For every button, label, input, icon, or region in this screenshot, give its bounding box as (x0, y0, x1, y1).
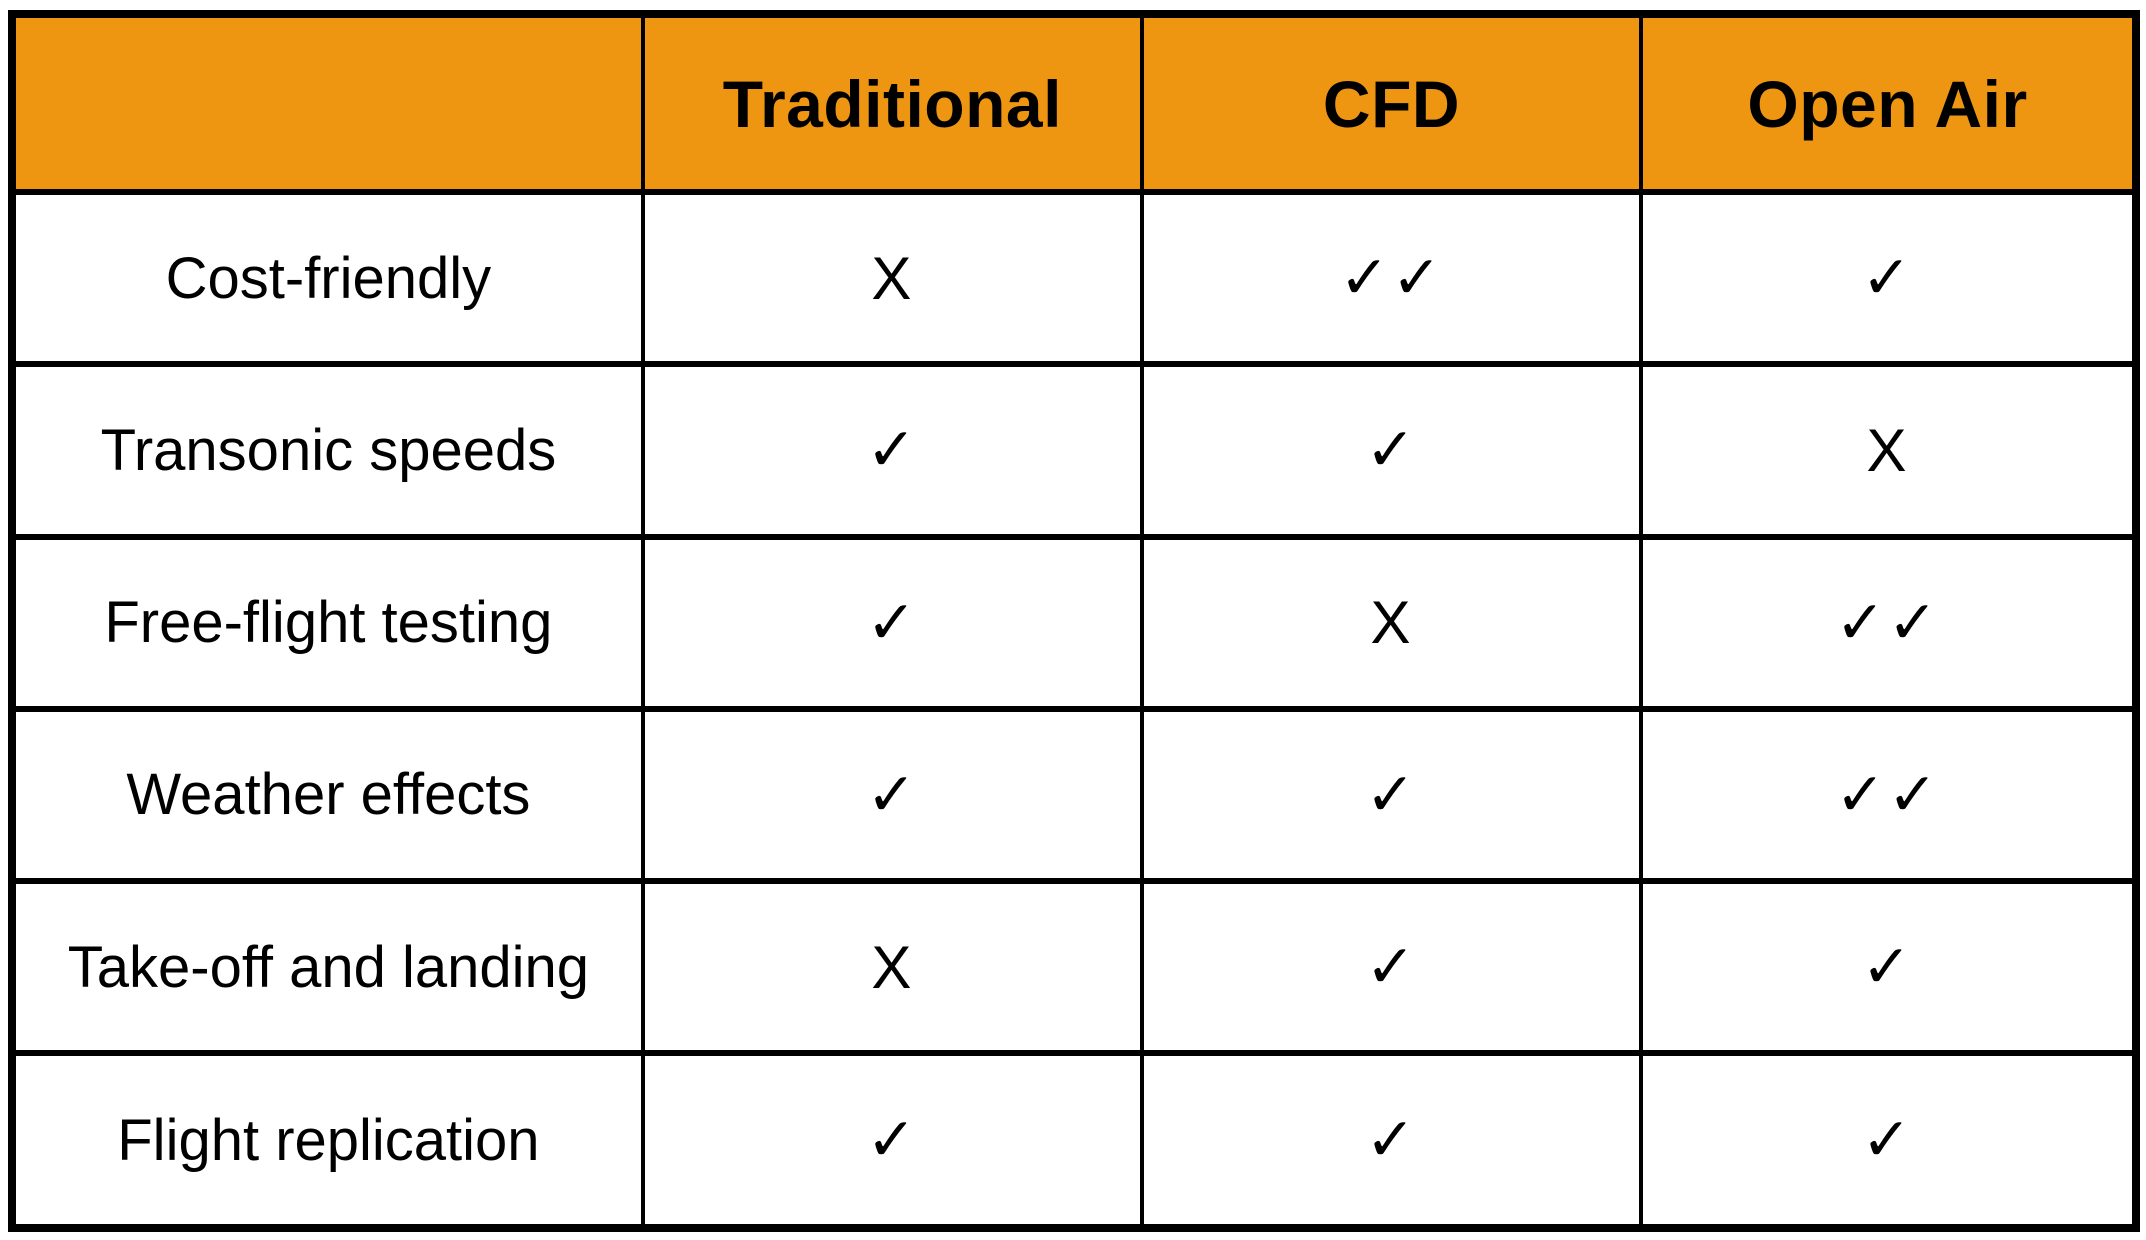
cell-value: ✓ (1639, 1050, 2138, 1231)
cell-value: ✓ (1639, 878, 2138, 1057)
row-label: Flight replication (10, 1050, 645, 1231)
row-label: Cost-friendly (10, 188, 645, 368)
table-row-transonic-speeds: Transonic speeds ✓ ✓ X (10, 361, 2138, 540)
table-row-take-off-and-landing: Take-off and landing X ✓ ✓ (10, 878, 2138, 1057)
table-row-flight-replication: Flight replication ✓ ✓ ✓ (10, 1050, 2138, 1231)
cell-value: X (1139, 533, 1644, 712)
cell-value: ✓ (1139, 1050, 1644, 1231)
table-row-free-flight-testing: Free-flight testing ✓ X ✓✓ (10, 533, 2138, 712)
column-header-cfd: CFD (1139, 11, 1644, 195)
table-row-weather-effects: Weather effects ✓ ✓ ✓✓ (10, 705, 2138, 885)
row-label: Transonic speeds (10, 361, 645, 540)
cell-value: ✓ (1139, 361, 1644, 540)
comparison-table: Traditional CFD Open Air Cost-friendly X… (8, 10, 2140, 1232)
cell-value: ✓✓ (1139, 188, 1644, 368)
table-row-cost-friendly: Cost-friendly X ✓✓ ✓ (10, 188, 2138, 368)
cell-value: ✓ (1139, 878, 1644, 1057)
cell-value: ✓✓ (1639, 705, 2138, 885)
cell-value: ✓ (640, 533, 1144, 712)
cell-value: ✓ (640, 361, 1144, 540)
row-label: Take-off and landing (10, 878, 645, 1057)
row-label: Free-flight testing (10, 533, 645, 712)
cell-value: X (640, 188, 1144, 368)
cell-value: ✓ (640, 705, 1144, 885)
column-header-blank (10, 11, 645, 195)
comparison-table-figure: Traditional CFD Open Air Cost-friendly X… (8, 10, 2140, 1232)
cell-value: ✓ (640, 1050, 1144, 1231)
cell-value: X (640, 878, 1144, 1057)
cell-value: ✓ (1139, 705, 1644, 885)
column-header-open-air: Open Air (1639, 11, 2138, 195)
cell-value: X (1639, 361, 2138, 540)
cell-value: ✓✓ (1639, 533, 2138, 712)
header-row: Traditional CFD Open Air (10, 11, 2138, 195)
cell-value: ✓ (1639, 188, 2138, 368)
row-label: Weather effects (10, 705, 645, 885)
column-header-traditional: Traditional (640, 11, 1144, 195)
